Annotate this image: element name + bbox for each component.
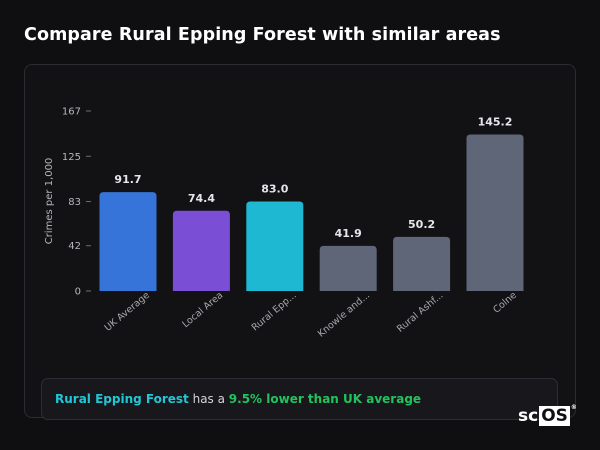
bar-chart: Crimes per 1,000 0 42 83 125 167 91.7 UK Averag… xyxy=(44,107,524,340)
y-tick-label: 125 xyxy=(62,152,81,163)
y-tick-label: 167 xyxy=(62,107,81,118)
bar-value-label: 74.4 xyxy=(188,192,215,205)
bar xyxy=(172,210,230,291)
page-title: Compare Rural Epping Forest with similar… xyxy=(24,25,501,45)
x-tick-label: Local Area xyxy=(180,290,225,330)
logo-prefix: sc xyxy=(518,406,539,426)
x-tick-label: Colne xyxy=(491,290,519,316)
summary-connector: has a xyxy=(188,392,229,406)
summary-area-name: Rural Epping Forest xyxy=(55,392,189,406)
registered-mark: ® xyxy=(570,404,577,411)
scos-logo: sc OS ® xyxy=(518,405,577,426)
y-tick-label: 83 xyxy=(68,197,81,208)
chart-card: Crimes per 1,000 0 42 83 125 167 91.7 UK Averag… xyxy=(24,64,576,418)
y-tick-label: 42 xyxy=(68,241,81,252)
bar xyxy=(99,192,157,291)
bar xyxy=(246,201,304,291)
bar-value-label: 83.0 xyxy=(261,183,288,196)
bar-value-label: 41.9 xyxy=(335,227,362,240)
x-tick-label: UK Average xyxy=(103,290,152,334)
bar xyxy=(319,245,377,291)
bar-value-label: 145.2 xyxy=(478,115,513,128)
summary-stat: 9.5% lower than UK average xyxy=(228,392,422,406)
x-tick-label: Knowle and... xyxy=(316,290,372,340)
x-tick-label: Rural Epp... xyxy=(250,290,299,334)
comparison-summary: Rural Epping Forest has a 9.5% lower tha… xyxy=(41,378,558,420)
y-axis-label: Crimes per 1,000 xyxy=(44,158,55,245)
bar-value-label: 91.7 xyxy=(114,173,141,186)
logo-boxed-text: OS xyxy=(539,406,570,426)
x-tick-label: Rural Ashf... xyxy=(395,290,446,335)
bar xyxy=(466,134,524,291)
y-tick-label: 0 xyxy=(75,287,81,298)
bar-value-label: 50.2 xyxy=(408,218,435,231)
bar xyxy=(393,236,451,291)
